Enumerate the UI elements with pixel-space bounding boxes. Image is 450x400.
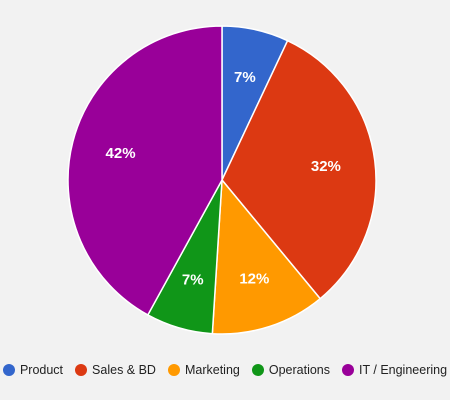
legend-swatch-icon: [167, 364, 180, 376]
legend-item-3[interactable]: Operations: [251, 363, 331, 377]
legend-swatch-icon: [2, 364, 15, 376]
legend-label: Operations: [268, 363, 331, 377]
pie-slice-1[interactable]: [221, 39, 377, 300]
legend-label: IT / Engineering: [359, 363, 448, 377]
slice-label-2: 12%: [239, 271, 269, 288]
pie-slice-2[interactable]: [211, 178, 322, 335]
legend-item-4[interactable]: IT / Engineering: [342, 363, 447, 377]
pie-slice-4[interactable]: [67, 25, 223, 316]
legend-item-0[interactable]: Product: [2, 363, 64, 377]
slice-label-1: 32%: [311, 158, 341, 175]
legend: Product Sales & BD Marketing Operations IT /…: [0, 363, 450, 377]
legend-swatch-icon: [342, 364, 355, 376]
legend-swatch-icon: [75, 364, 88, 376]
legend-label: Marketing: [184, 363, 240, 377]
slice-label-0: 7%: [234, 69, 256, 86]
legend-item-2[interactable]: Marketing: [167, 363, 240, 377]
legend-swatch-icon: [251, 364, 264, 376]
legend-label: Product: [19, 363, 64, 377]
slice-label-3: 7%: [182, 272, 204, 289]
legend-item-1[interactable]: Sales & BD: [75, 363, 156, 377]
slice-label-4: 42%: [106, 145, 136, 162]
legend-label: Sales & BD: [92, 363, 156, 377]
